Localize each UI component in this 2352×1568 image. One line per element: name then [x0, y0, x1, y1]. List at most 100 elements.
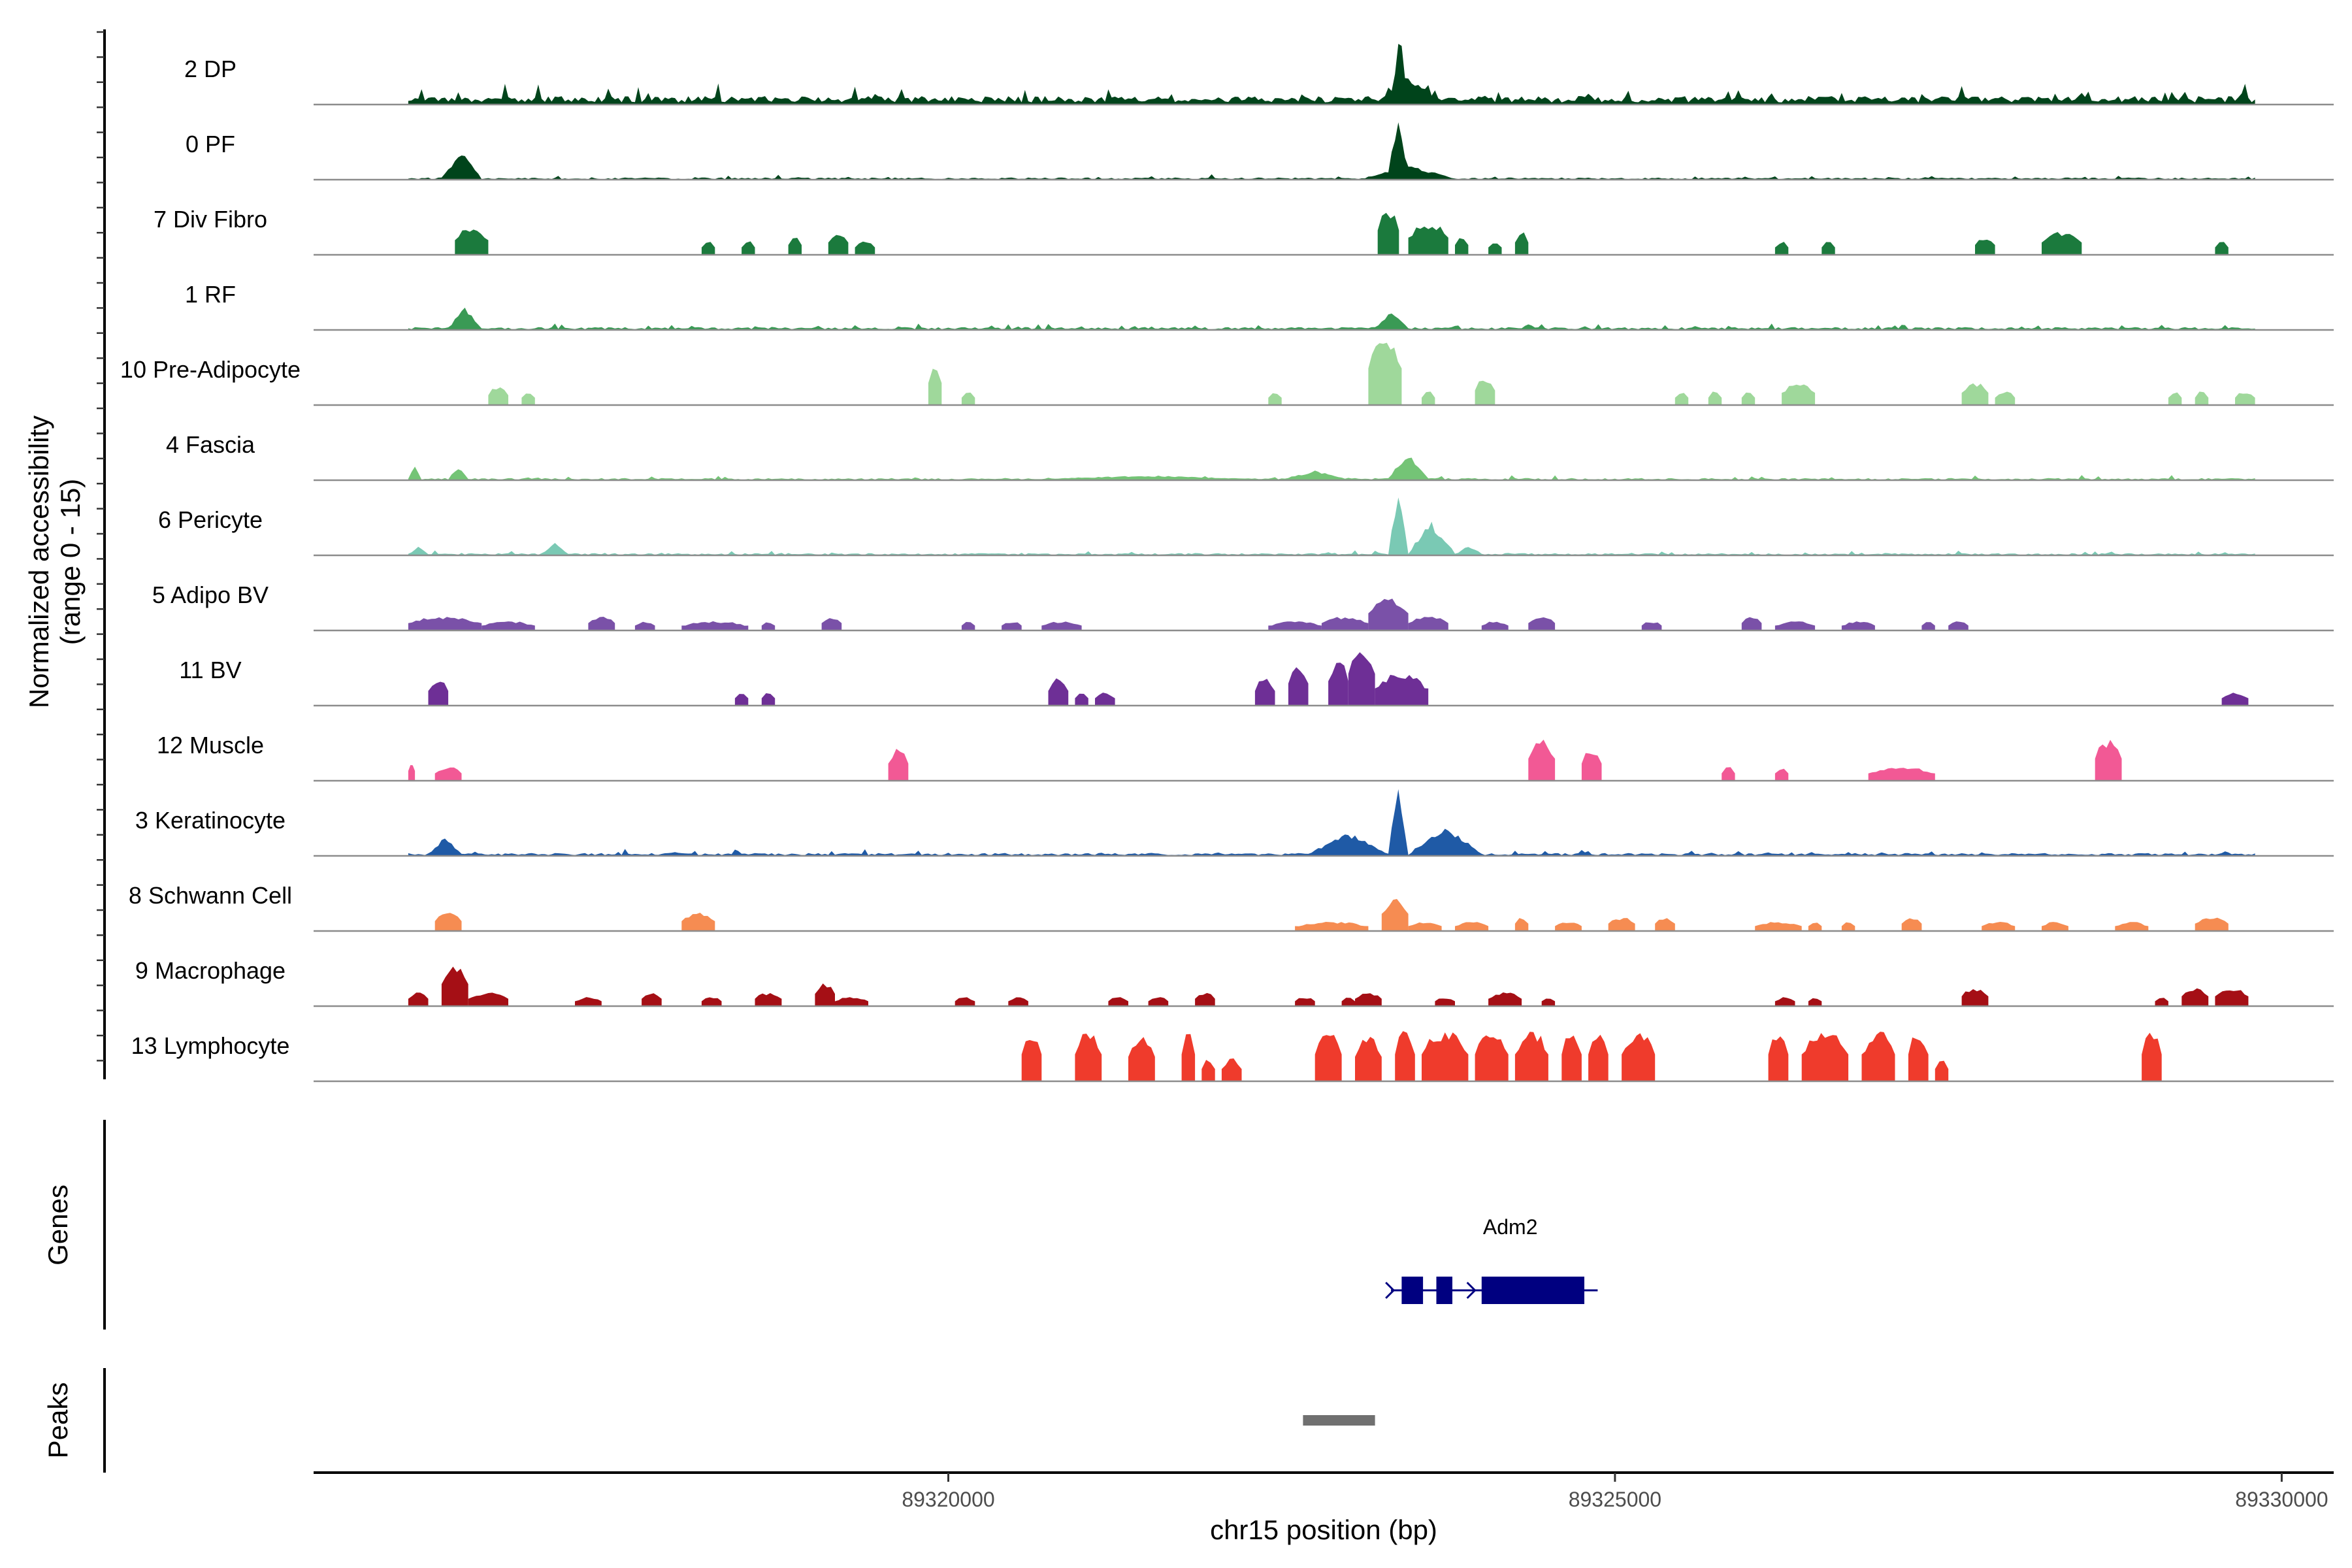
- coverage-block: [1254, 679, 1275, 706]
- coverage-block: [575, 997, 602, 1006]
- coverage-block: [2195, 391, 2209, 405]
- coverage-block: [1108, 997, 1128, 1006]
- coverage-block: [961, 622, 975, 630]
- coverage-block: [1075, 1034, 1102, 1081]
- coverage-block: [1488, 243, 1502, 255]
- coverage-block: [408, 765, 416, 781]
- track-label: 2 DP: [184, 56, 237, 82]
- coverage-block: [1435, 998, 1455, 1006]
- coverage-block: [1381, 899, 1409, 931]
- track-13: 9 Macrophage: [135, 957, 2334, 1007]
- y-axis-subtitle: (range 0 - 15): [55, 479, 86, 645]
- coverage-block: [1774, 621, 1816, 630]
- coverage-block: [761, 622, 776, 630]
- coverage-block: [855, 241, 875, 255]
- coverage-block: [1801, 1033, 1849, 1081]
- coverage-block: [1355, 993, 1382, 1006]
- track-label: 10 Pre-Adipocyte: [120, 356, 301, 383]
- coverage-block: [2181, 988, 2209, 1006]
- track-label: 1 RF: [185, 281, 236, 308]
- track-8: 5 Adipo BV: [152, 581, 2334, 632]
- coverage-block: [1355, 1037, 1382, 1081]
- coverage-block: [1368, 598, 1409, 630]
- coverage-block: [1514, 232, 1529, 255]
- coverage-area: [408, 457, 2255, 480]
- track-label: 5 Adipo BV: [152, 581, 269, 608]
- track-label: 0 PF: [186, 131, 235, 157]
- coverage-block: [1608, 918, 1635, 931]
- coverage-block: [1368, 342, 1402, 405]
- coverage-block: [1041, 621, 1082, 630]
- coverage-block: [2142, 1032, 2162, 1081]
- coverage-block: [1268, 393, 1282, 405]
- coverage-block: [1755, 922, 1802, 931]
- track-4: 1 RF: [185, 281, 2334, 331]
- coverage-block: [1935, 1060, 1949, 1081]
- coverage-block: [1961, 989, 1989, 1006]
- track-1: 2 DP: [184, 44, 2334, 106]
- coverage-block: [1622, 1033, 1656, 1081]
- coverage-block: [928, 368, 942, 405]
- coverage-block: [1288, 667, 1309, 706]
- track-3: 7 Div Fibro: [154, 206, 2334, 256]
- coverage-tracks: 2 DP 0 PF 7 Div Fibro 1 RF 10 Pre-Adipocyte 4…: [120, 44, 2334, 1083]
- track-label: 3 Keratinocyte: [135, 807, 286, 834]
- track-2: 0 PF: [186, 122, 2334, 181]
- coverage-block: [434, 913, 462, 931]
- coverage-block: [1561, 1036, 1582, 1081]
- track-5: 10 Pre-Adipocyte: [120, 342, 2334, 406]
- coverage-block: [1581, 753, 1602, 781]
- coverage-block: [1514, 918, 1529, 931]
- coverage-block: [1821, 242, 1835, 255]
- coverage-block: [1774, 768, 1789, 781]
- coverage-block: [888, 749, 909, 781]
- coverage-block: [1268, 621, 1322, 630]
- coverage-block: [1422, 1032, 1469, 1081]
- x-tick-label: 89330000: [2235, 1488, 2328, 1511]
- coverage-block: [634, 621, 655, 630]
- coverage-block: [2235, 393, 2255, 405]
- coverage-block: [1774, 242, 1789, 255]
- coverage-block: [1995, 391, 2016, 405]
- coverage-block: [408, 992, 429, 1006]
- coverage-block: [1328, 662, 1348, 706]
- coverage-area: [408, 307, 2255, 330]
- coverage-block: [2155, 998, 2168, 1006]
- coverage-block: [1395, 1031, 1415, 1081]
- coverage-block: [1408, 922, 1442, 931]
- coverage-block: [1528, 617, 1556, 630]
- track-label: 4 Fascia: [166, 431, 255, 458]
- coverage-block: [961, 392, 975, 405]
- genes-panel-label: Genes: [42, 1184, 73, 1266]
- coverage-y-ticks: [97, 31, 105, 1062]
- coverage-block: [701, 997, 722, 1006]
- x-tick-label: 89325000: [1569, 1488, 1661, 1511]
- coverage-block: [2042, 922, 2068, 931]
- coverage-block: [1908, 1037, 1929, 1081]
- track-label: 9 Macrophage: [135, 957, 286, 984]
- coverage-block: [1348, 652, 1375, 706]
- coverage-block: [1901, 918, 1922, 931]
- coverage-block: [642, 993, 662, 1006]
- coverage-block: [1095, 693, 1115, 706]
- coverage-block: [2042, 232, 2082, 255]
- coverage-block: [468, 992, 508, 1006]
- coverage-block: [1868, 768, 1935, 781]
- gene-name-label: Adm2: [1483, 1215, 1538, 1239]
- coverage-block: [1782, 384, 1816, 405]
- coverage-block: [1861, 1032, 1895, 1081]
- coverage-block: [1021, 1039, 1042, 1081]
- coverage-block: [1774, 997, 1795, 1006]
- coverage-block: [1375, 674, 1429, 706]
- coverage-block: [1455, 238, 1469, 255]
- track-label: 12 Muscle: [157, 732, 264, 759]
- track-label: 7 Div Fibro: [154, 206, 267, 233]
- coverage-block: [1488, 992, 1522, 1006]
- coverage-block: [1341, 998, 1355, 1006]
- coverage-block: [1808, 923, 1822, 931]
- coverage-block: [2215, 242, 2229, 255]
- track-14: 13 Lymphocyte: [131, 1031, 2334, 1083]
- coverage-block: [835, 997, 868, 1006]
- coverage-block: [1221, 1058, 1242, 1081]
